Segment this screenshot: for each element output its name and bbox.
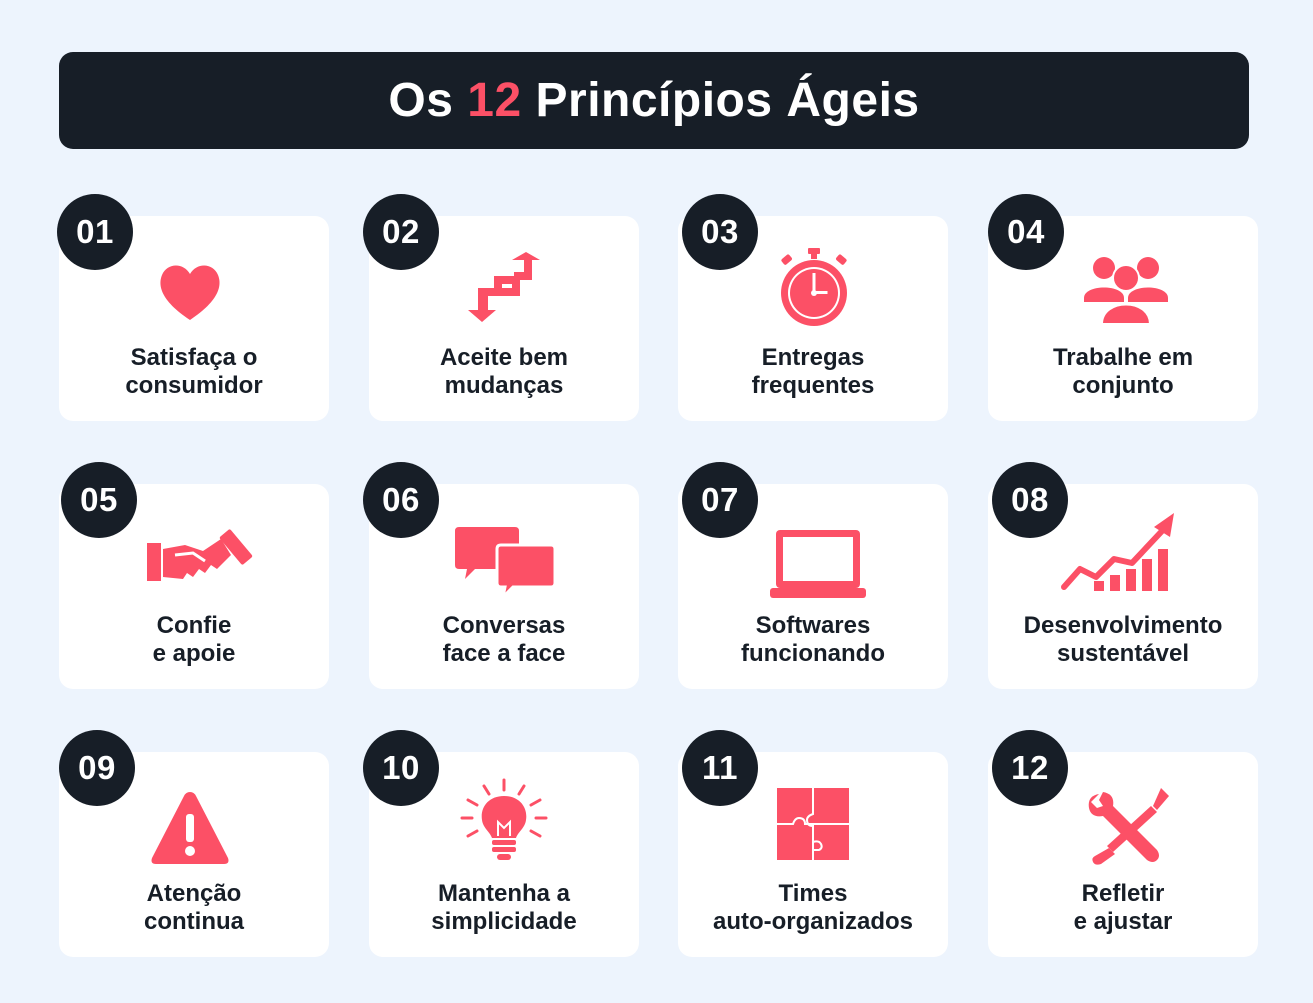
principle-label-line1: Conversas	[442, 612, 566, 639]
number-badge: 12	[992, 730, 1068, 806]
number-badge: 03	[682, 194, 758, 270]
tools-icon	[1077, 786, 1177, 866]
handshake-icon	[145, 525, 253, 605]
number-badge: 09	[59, 730, 135, 806]
principle-label-line2: auto-organizados	[712, 908, 913, 935]
exchange-arrows-icon	[454, 248, 554, 328]
principle-label-line1: Desenvolvimento	[1023, 612, 1223, 639]
puzzle-icon	[763, 786, 863, 866]
stopwatch-icon	[764, 248, 864, 328]
principle-label-line2: mudanças	[444, 372, 564, 399]
number-badge: 02	[363, 194, 439, 270]
page-title: Os 12 Princípios Ágeis	[59, 52, 1249, 149]
principle-label-line1: Confie	[156, 612, 232, 639]
title-suffix: Princípios Ágeis	[521, 74, 920, 127]
principle-label-line2: frequentes	[751, 372, 875, 399]
principle-label-line2: conjunto	[1072, 372, 1174, 399]
principle-label-line1: Aceite bem	[439, 344, 569, 371]
principle-label: Mantenha a simplicidade	[369, 880, 639, 936]
heart-icon	[140, 250, 240, 330]
principle-label-line1: Softwares	[755, 612, 871, 639]
principle-label: Refletir e ajustar	[988, 880, 1258, 936]
growth-chart-icon	[1061, 513, 1174, 595]
principle-label-line1: Atenção	[146, 880, 242, 907]
principle-label: Confie e apoie	[59, 612, 329, 668]
number-badge: 01	[57, 194, 133, 270]
principle-label: Trabalhe em conjunto	[988, 344, 1258, 400]
principle-label-line1: Entregas	[761, 344, 865, 371]
number-badge: 07	[682, 462, 758, 538]
principle-label: Desenvolvimento sustentável	[988, 612, 1258, 668]
principle-label-line2: e apoie	[152, 640, 236, 667]
warning-icon	[140, 788, 240, 868]
principle-label-line1: Satisfaça o	[130, 344, 258, 371]
principle-label: Conversas face a face	[369, 612, 639, 668]
number-badge: 05	[61, 462, 137, 538]
principle-label-line2: continua	[144, 908, 244, 935]
number-badge: 06	[363, 462, 439, 538]
principle-label-line1: Times	[778, 880, 848, 907]
principle-label-line2: e ajustar	[1073, 908, 1173, 935]
principle-label-line2: funcionando	[741, 640, 885, 667]
principle-label: Aceite bem mudanças	[369, 344, 639, 400]
principle-label-line2: simplicidade	[431, 908, 577, 935]
number-badge: 04	[988, 194, 1064, 270]
principle-label: Entregas frequentes	[678, 344, 948, 400]
team-icon	[1076, 250, 1176, 330]
title-number: 12	[467, 74, 522, 127]
title-prefix: Os	[388, 74, 468, 127]
principle-label-line2: face a face	[442, 640, 566, 667]
principle-label: Satisfaça o consumidor	[59, 344, 329, 400]
number-badge: 08	[992, 462, 1068, 538]
number-badge: 11	[682, 730, 758, 806]
principle-label-line2: sustentável	[1056, 640, 1190, 667]
principle-label-line1: Mantenha a	[437, 880, 571, 907]
principle-label-line1: Trabalhe em	[1052, 344, 1194, 371]
principle-label-line1: Refletir	[1081, 880, 1165, 907]
lightbulb-icon	[454, 778, 554, 862]
principle-label: Atenção continua	[59, 880, 329, 936]
principle-label: Times auto-organizados	[678, 880, 948, 936]
principle-label-line2: consumidor	[125, 372, 263, 399]
number-badge: 10	[363, 730, 439, 806]
laptop-icon	[768, 528, 868, 608]
chat-bubbles-icon	[453, 525, 557, 605]
principle-label: Softwares funcionando	[678, 612, 948, 668]
